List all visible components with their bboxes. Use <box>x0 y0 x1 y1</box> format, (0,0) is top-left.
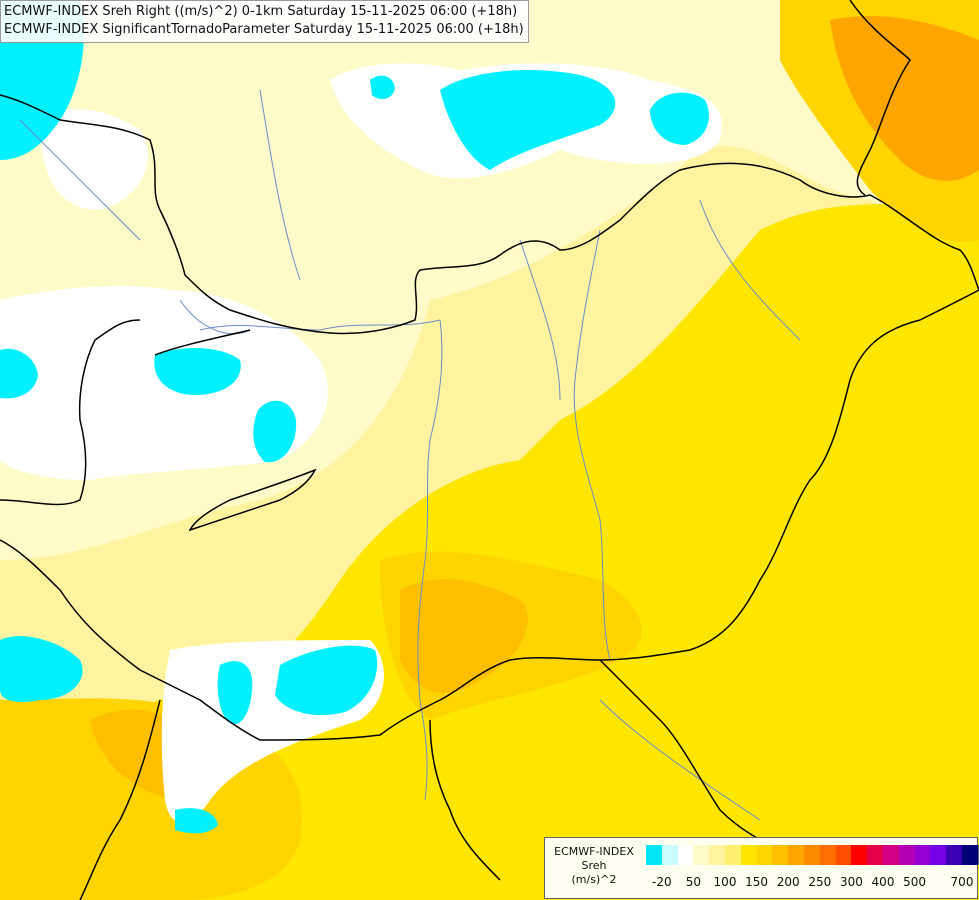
legend-tick-label: 50 <box>685 875 702 889</box>
legend-swatch <box>946 845 963 865</box>
legend-title-model: ECMWF-INDEX <box>554 845 634 858</box>
legend-swatch <box>804 845 821 865</box>
legend-tick-label: 700 <box>950 875 974 889</box>
legend-tick-label: 400 <box>871 875 895 889</box>
legend-swatch <box>883 845 900 865</box>
legend-tick-label: 100 <box>713 875 737 889</box>
legend-swatch <box>930 845 948 865</box>
sreh-field-cyan-south-4 <box>175 808 218 834</box>
legend-swatch <box>646 845 663 865</box>
legend-swatch <box>962 845 979 865</box>
sreh-field-orange-central <box>400 579 528 694</box>
map-title-line-1: ECMWF-INDEX Sreh Right ((m/s)^2) 0-1km S… <box>4 4 518 19</box>
legend-swatch <box>914 845 932 865</box>
legend-swatch <box>693 845 711 865</box>
legend-swatch <box>898 845 916 865</box>
sreh-field-cyan-north-east <box>650 92 709 145</box>
sreh-field-cyan-south-1 <box>0 636 83 702</box>
sreh-field-cyan-south-2 <box>217 661 253 725</box>
legend-tick-label: -20 <box>651 875 672 889</box>
sreh-field-cyan-north-small <box>370 75 395 100</box>
legend-swatch <box>709 845 726 865</box>
legend-swatch <box>756 845 774 865</box>
legend-tick-label: 500 <box>903 875 927 889</box>
legend-swatch <box>867 845 884 865</box>
legend-title-unit: (m/s)^2 <box>571 873 617 886</box>
sreh-field-cyan-west-2 <box>154 348 241 395</box>
legend-swatch <box>772 845 790 865</box>
rivers <box>19 89 801 821</box>
colorbar-legend: ECMWF-INDEX Sreh (m/s)^2 -20 50 100 150 200 2… <box>544 837 979 899</box>
sreh-field-cyan-west-3 <box>253 400 297 463</box>
legend-swatch <box>835 845 853 865</box>
sreh-field-orange-northeast <box>830 16 979 181</box>
legend-tick-label: 300 <box>839 875 863 889</box>
map-title-box: ECMWF-INDEX Sreh Right ((m/s)^2) 0-1km S… <box>0 0 529 43</box>
legend-title-param: Sreh <box>581 859 607 872</box>
legend-tick-label: 200 <box>776 875 800 889</box>
legend-tick-label: 150 <box>745 875 769 889</box>
sreh-field-white-nw <box>40 109 148 210</box>
legend-swatch <box>819 845 837 865</box>
legend-title: ECMWF-INDEX Sreh (m/s)^2 <box>545 845 643 887</box>
legend-swatch <box>661 845 679 865</box>
legend-swatch <box>851 845 869 865</box>
sreh-field-cyan-south-3 <box>275 645 378 716</box>
sreh-field-cyan-west-1 <box>0 348 38 399</box>
map-title-line-2: ECMWF-INDEX SignificantTornadoParameter … <box>4 22 524 37</box>
legend-tick-label: 250 <box>808 875 832 889</box>
legend-swatch <box>740 845 758 865</box>
legend-swatch <box>677 845 695 865</box>
legend-swatch <box>788 845 805 865</box>
legend-swatch <box>725 845 742 865</box>
sreh-field-cyan-north <box>440 70 616 170</box>
